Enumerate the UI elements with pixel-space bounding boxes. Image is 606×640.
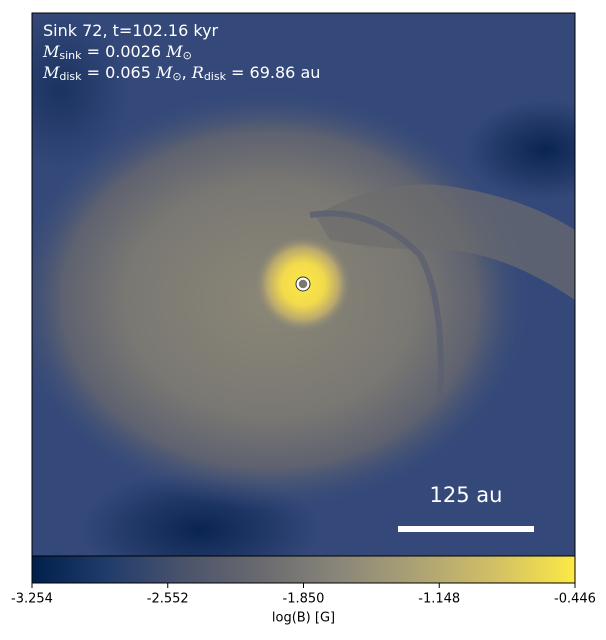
info-line: Msink = 0.0026 M⊙ — [42, 42, 192, 63]
info-segment: M — [42, 63, 60, 82]
colorbar-label: log(B) [G] — [272, 611, 335, 626]
colorbar-tick-label: -2.552 — [147, 592, 189, 607]
info-segment: M — [42, 42, 60, 61]
colorbar-tick-label: -1.148 — [418, 592, 460, 607]
info-line: Sink 72, t=102.16 kyr — [43, 21, 219, 40]
scale-bar — [398, 526, 534, 532]
info-segment: ⊙ — [183, 49, 192, 62]
info-segment: = 0.0026 — [82, 42, 167, 61]
info-segment: sink — [59, 49, 82, 62]
info-segment: = 0.065 — [82, 63, 156, 82]
sink-marker — [296, 277, 310, 291]
colorbar-tick-label: -1.850 — [283, 592, 325, 607]
sink-marker-outline — [295, 276, 311, 292]
info-segment: M — [165, 42, 183, 61]
info-segment: R — [191, 63, 204, 82]
info-segment: disk — [204, 70, 227, 83]
colorbar-tick-label: -3.254 — [11, 592, 53, 607]
colorbar — [31, 555, 576, 584]
info-segment: ⊙ — [172, 70, 181, 83]
info-segment: Sink 72, t=102.16 kyr — [43, 21, 219, 40]
info-segment: disk — [59, 70, 82, 83]
field-image — [32, 13, 575, 556]
info-segment: = 69.86 au — [226, 63, 320, 82]
info-line: Mdisk = 0.065 M⊙, Rdisk = 69.86 au — [42, 63, 320, 84]
info-segment: , — [182, 63, 192, 82]
colorbar-tick-label: -0.446 — [554, 592, 596, 607]
info-segment: M — [155, 63, 173, 82]
scale-bar-label: 125 au — [430, 483, 503, 507]
